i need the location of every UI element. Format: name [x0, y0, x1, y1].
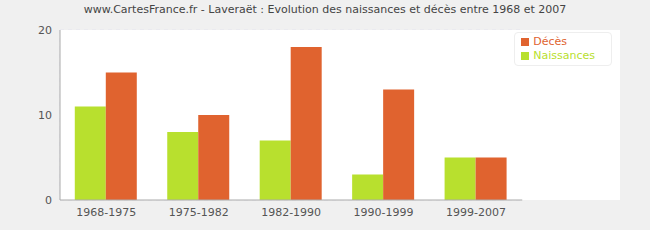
html-text:www.CartesFrance.fr - Laveraët: www.CartesFrance.fr - Laveraët : Evoluti…	[83, 3, 567, 16]
html-text:Naissances: Naissances	[533, 49, 595, 62]
svg-text:1999-2007: 1999-2007	[446, 206, 506, 219]
svg-text:10: 10	[38, 109, 52, 122]
svg-text:1968-1975: 1968-1975	[76, 206, 136, 219]
svg-text:1975-1982: 1975-1982	[169, 206, 229, 219]
svg-text:1982-1990: 1982-1990	[261, 206, 321, 219]
html-text:Décès: Décès	[533, 35, 567, 48]
svg-text:20: 20	[38, 24, 52, 37]
svg-text:1990-1999: 1990-1999	[354, 206, 414, 219]
svg-text:0: 0	[45, 194, 52, 207]
